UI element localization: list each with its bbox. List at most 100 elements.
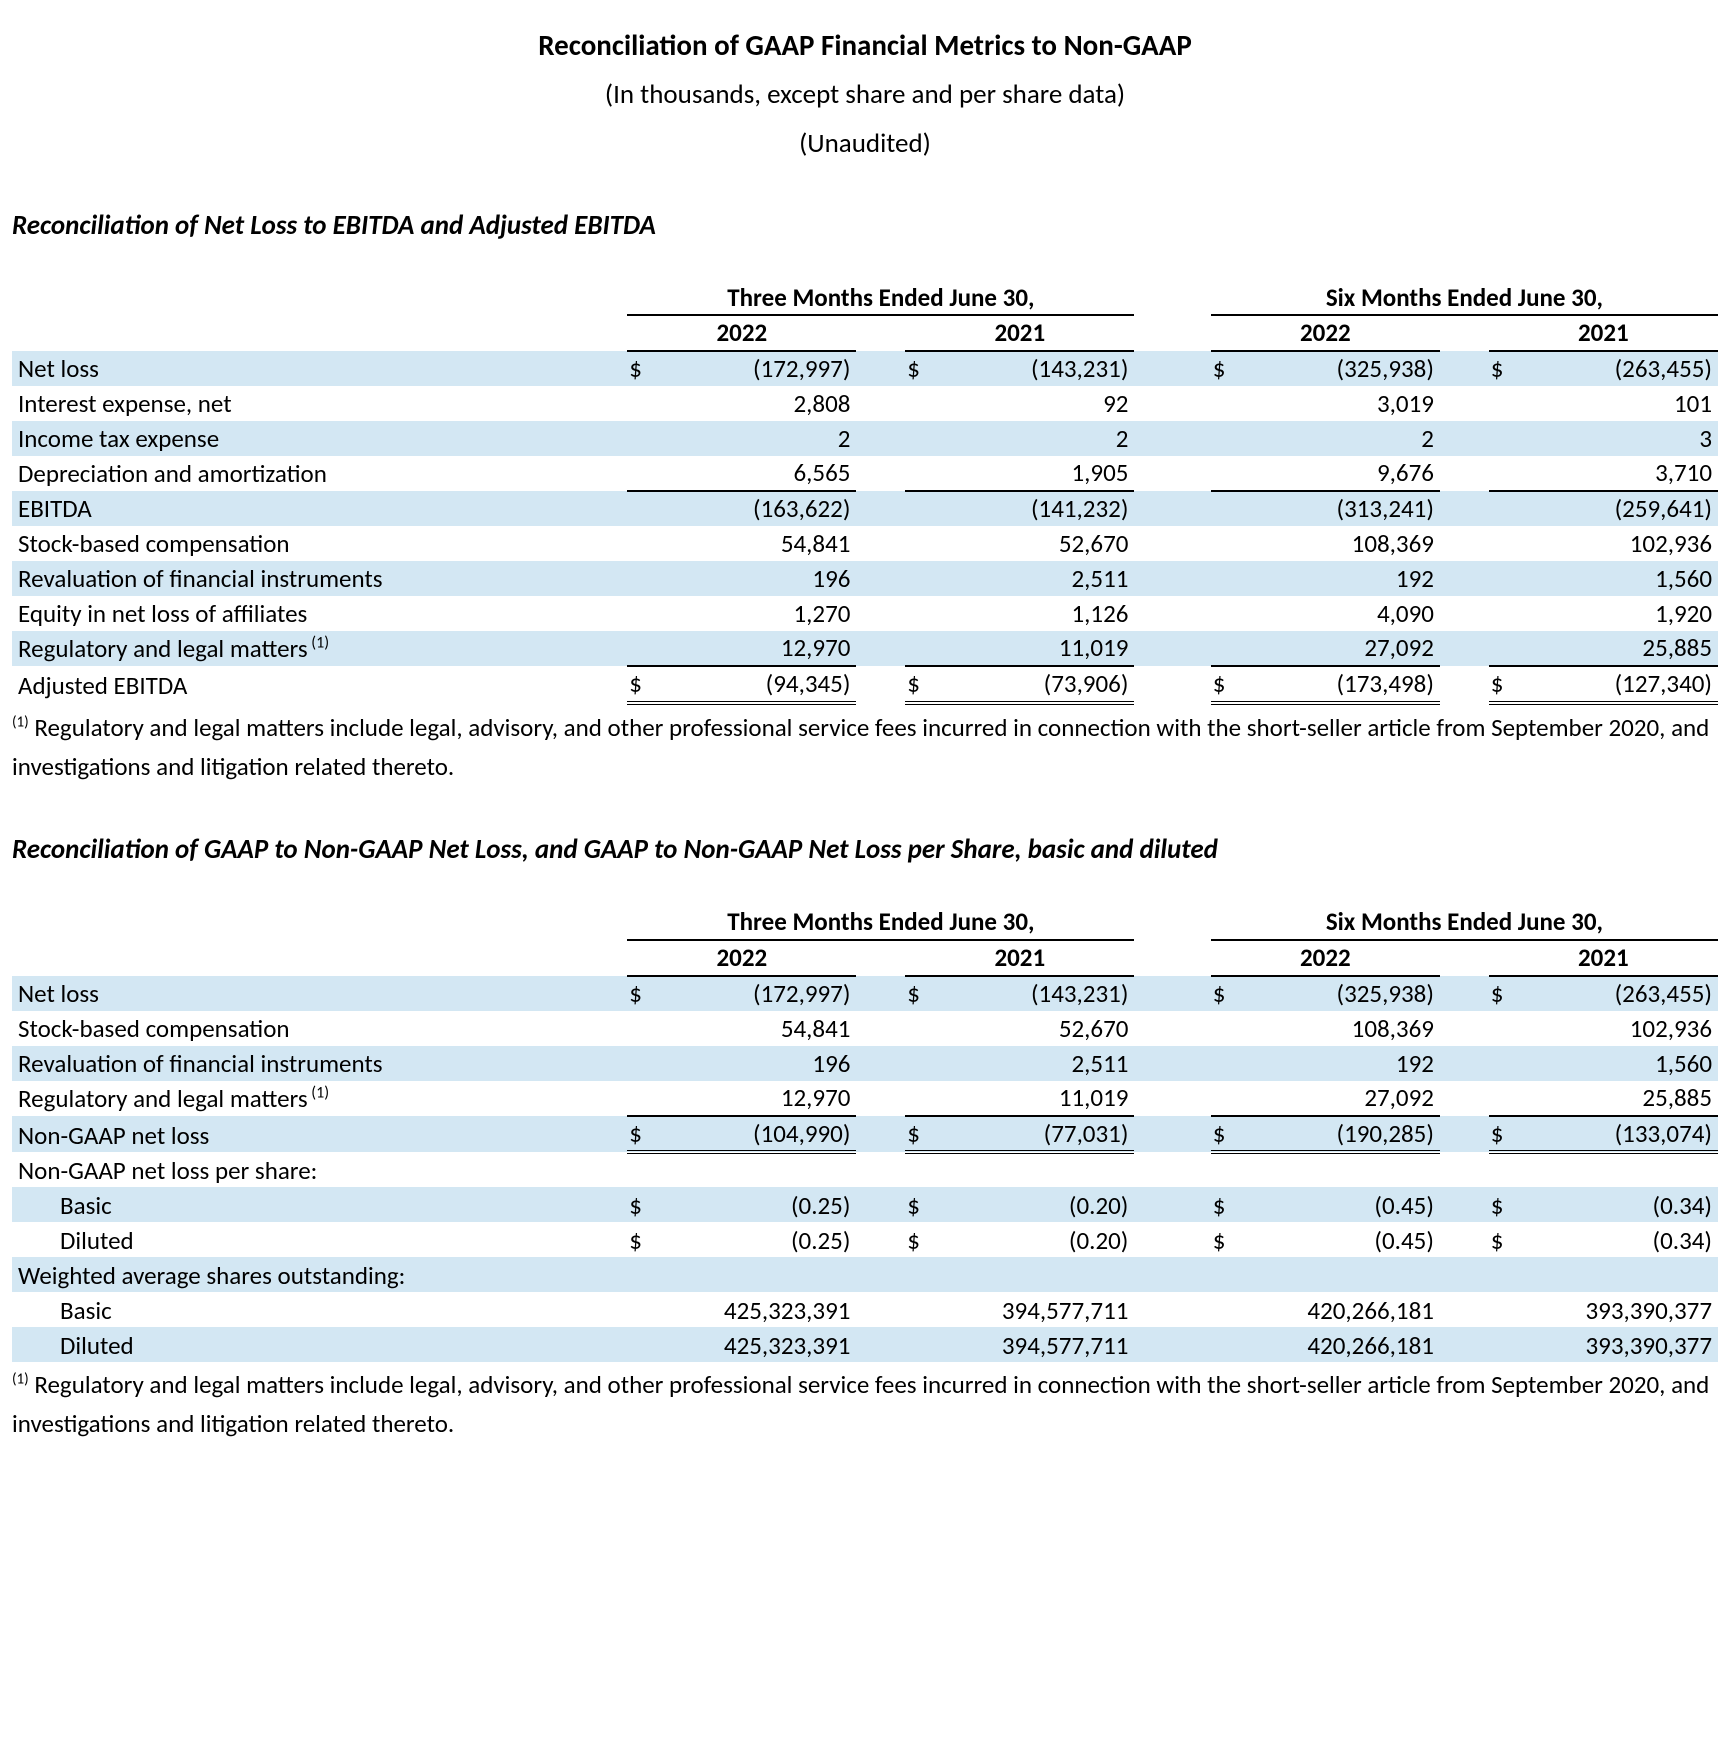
- page-subtitle-2: (Unaudited): [12, 126, 1718, 162]
- currency-symbol: [1489, 1081, 1527, 1116]
- table-row: Net loss$(172,997)$(143,231)$(325,938)$(…: [12, 351, 1718, 386]
- currency-symbol: [1211, 386, 1249, 421]
- cell-value: 3,710: [1527, 456, 1718, 491]
- cell-value: 425,323,391: [665, 1327, 856, 1362]
- currency-symbol: $: [1489, 351, 1527, 386]
- currency-symbol: $: [627, 666, 665, 703]
- currency-symbol: [627, 1257, 665, 1292]
- cell-value: 2: [1249, 421, 1440, 456]
- currency-symbol: [905, 631, 943, 666]
- currency-symbol: [627, 1292, 665, 1327]
- currency-symbol: $: [1211, 976, 1249, 1011]
- currency-symbol: $: [1489, 1187, 1527, 1222]
- currency-symbol: [1489, 456, 1527, 491]
- cell-value: (94,345): [665, 666, 856, 703]
- cell-value: [1527, 1257, 1718, 1292]
- table-row: Non-GAAP net loss per share:: [12, 1152, 1718, 1187]
- currency-symbol: [1489, 386, 1527, 421]
- table-row: Non-GAAP net loss$(104,990)$(77,031)$(19…: [12, 1116, 1718, 1153]
- currency-symbol: [627, 1011, 665, 1046]
- cell-value: [1249, 1152, 1440, 1187]
- cell-value: (313,241): [1249, 491, 1440, 526]
- cell-value: 1,270: [665, 596, 856, 631]
- currency-symbol: [627, 1046, 665, 1081]
- cell-value: 196: [665, 1046, 856, 1081]
- cell-value: (0.34): [1527, 1222, 1718, 1257]
- cell-value: 12,970: [665, 1081, 856, 1116]
- table-row: Depreciation and amortization6,5651,9059…: [12, 456, 1718, 491]
- currency-symbol: [1489, 526, 1527, 561]
- cell-value: (325,938): [1249, 351, 1440, 386]
- cell-value: (73,906): [943, 666, 1134, 703]
- table-row: Interest expense, net2,808923,019101: [12, 386, 1718, 421]
- currency-symbol: $: [905, 976, 943, 1011]
- cell-value: [665, 1152, 856, 1187]
- row-label: Diluted: [12, 1222, 627, 1257]
- currency-symbol: [627, 596, 665, 631]
- currency-symbol: [905, 1046, 943, 1081]
- row-label: Net loss: [12, 351, 627, 386]
- currency-symbol: $: [1489, 1222, 1527, 1257]
- currency-symbol: [1211, 631, 1249, 666]
- currency-symbol: [905, 386, 943, 421]
- cell-value: 102,936: [1527, 1011, 1718, 1046]
- currency-symbol: $: [1489, 1116, 1527, 1153]
- table-row: Net loss$(172,997)$(143,231)$(325,938)$(…: [12, 976, 1718, 1011]
- currency-symbol: $: [905, 1187, 943, 1222]
- cell-value: (173,498): [1249, 666, 1440, 703]
- cell-value: 54,841: [665, 526, 856, 561]
- cell-value: 2: [665, 421, 856, 456]
- currency-symbol: [627, 1081, 665, 1116]
- currency-symbol: $: [1211, 1222, 1249, 1257]
- period-header: Three Months Ended June 30,: [627, 905, 1134, 940]
- cell-value: (143,231): [943, 351, 1134, 386]
- table-head: Three Months Ended June 30, Six Months E…: [12, 280, 1718, 351]
- table-row: Stock-based compensation54,84152,670108,…: [12, 1011, 1718, 1046]
- cell-value: 3,019: [1249, 386, 1440, 421]
- currency-symbol: [905, 526, 943, 561]
- currency-symbol: [905, 596, 943, 631]
- cell-value: (172,997): [665, 976, 856, 1011]
- cell-value: (263,455): [1527, 976, 1718, 1011]
- cell-value: 6,565: [665, 456, 856, 491]
- cell-value: (163,622): [665, 491, 856, 526]
- currency-symbol: [1211, 1046, 1249, 1081]
- table-row: Regulatory and legal matters (1)12,97011…: [12, 1081, 1718, 1116]
- row-label: Weighted average shares outstanding:: [12, 1257, 627, 1292]
- currency-symbol: [1489, 1327, 1527, 1362]
- cell-value: 101: [1527, 386, 1718, 421]
- currency-symbol: $: [1211, 666, 1249, 703]
- year-header: 2021: [905, 940, 1134, 976]
- cell-value: 196: [665, 561, 856, 596]
- currency-symbol: [905, 1152, 943, 1187]
- row-label: Basic: [12, 1292, 627, 1327]
- currency-symbol: [1489, 596, 1527, 631]
- cell-value: 1,560: [1527, 561, 1718, 596]
- cell-value: (104,990): [665, 1116, 856, 1153]
- cell-value: [1249, 1257, 1440, 1292]
- currency-symbol: [627, 1327, 665, 1362]
- currency-symbol: [1211, 456, 1249, 491]
- currency-symbol: [627, 421, 665, 456]
- currency-symbol: [1489, 1011, 1527, 1046]
- currency-symbol: [1489, 1257, 1527, 1292]
- currency-symbol: $: [627, 351, 665, 386]
- currency-symbol: $: [1211, 1116, 1249, 1153]
- currency-symbol: $: [627, 976, 665, 1011]
- row-label: Equity in net loss of affiliates: [12, 596, 627, 631]
- currency-symbol: [1489, 1292, 1527, 1327]
- year-header: 2021: [1489, 315, 1718, 351]
- ebitda-table: Three Months Ended June 30, Six Months E…: [12, 280, 1718, 705]
- table-row: Adjusted EBITDA$(94,345)$(73,906)$(173,4…: [12, 666, 1718, 703]
- table-row: Regulatory and legal matters (1)12,97011…: [12, 631, 1718, 666]
- currency-symbol: [627, 1152, 665, 1187]
- cell-value: (190,285): [1249, 1116, 1440, 1153]
- currency-symbol: [627, 631, 665, 666]
- year-header: 2022: [627, 315, 856, 351]
- cell-value: (143,231): [943, 976, 1134, 1011]
- year-header: 2022: [627, 940, 856, 976]
- row-label: Revaluation of financial instruments: [12, 1046, 627, 1081]
- cell-value: (0.20): [943, 1187, 1134, 1222]
- currency-symbol: $: [1211, 351, 1249, 386]
- footnote-marker: (1): [308, 1084, 329, 1103]
